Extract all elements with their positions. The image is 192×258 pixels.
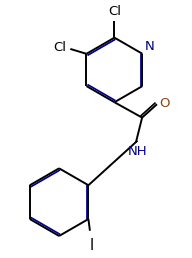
- Text: Cl: Cl: [53, 41, 66, 54]
- Text: Cl: Cl: [108, 5, 121, 18]
- Text: NH: NH: [128, 145, 147, 158]
- Text: N: N: [145, 39, 154, 53]
- Text: O: O: [159, 97, 170, 110]
- Text: I: I: [89, 238, 94, 253]
